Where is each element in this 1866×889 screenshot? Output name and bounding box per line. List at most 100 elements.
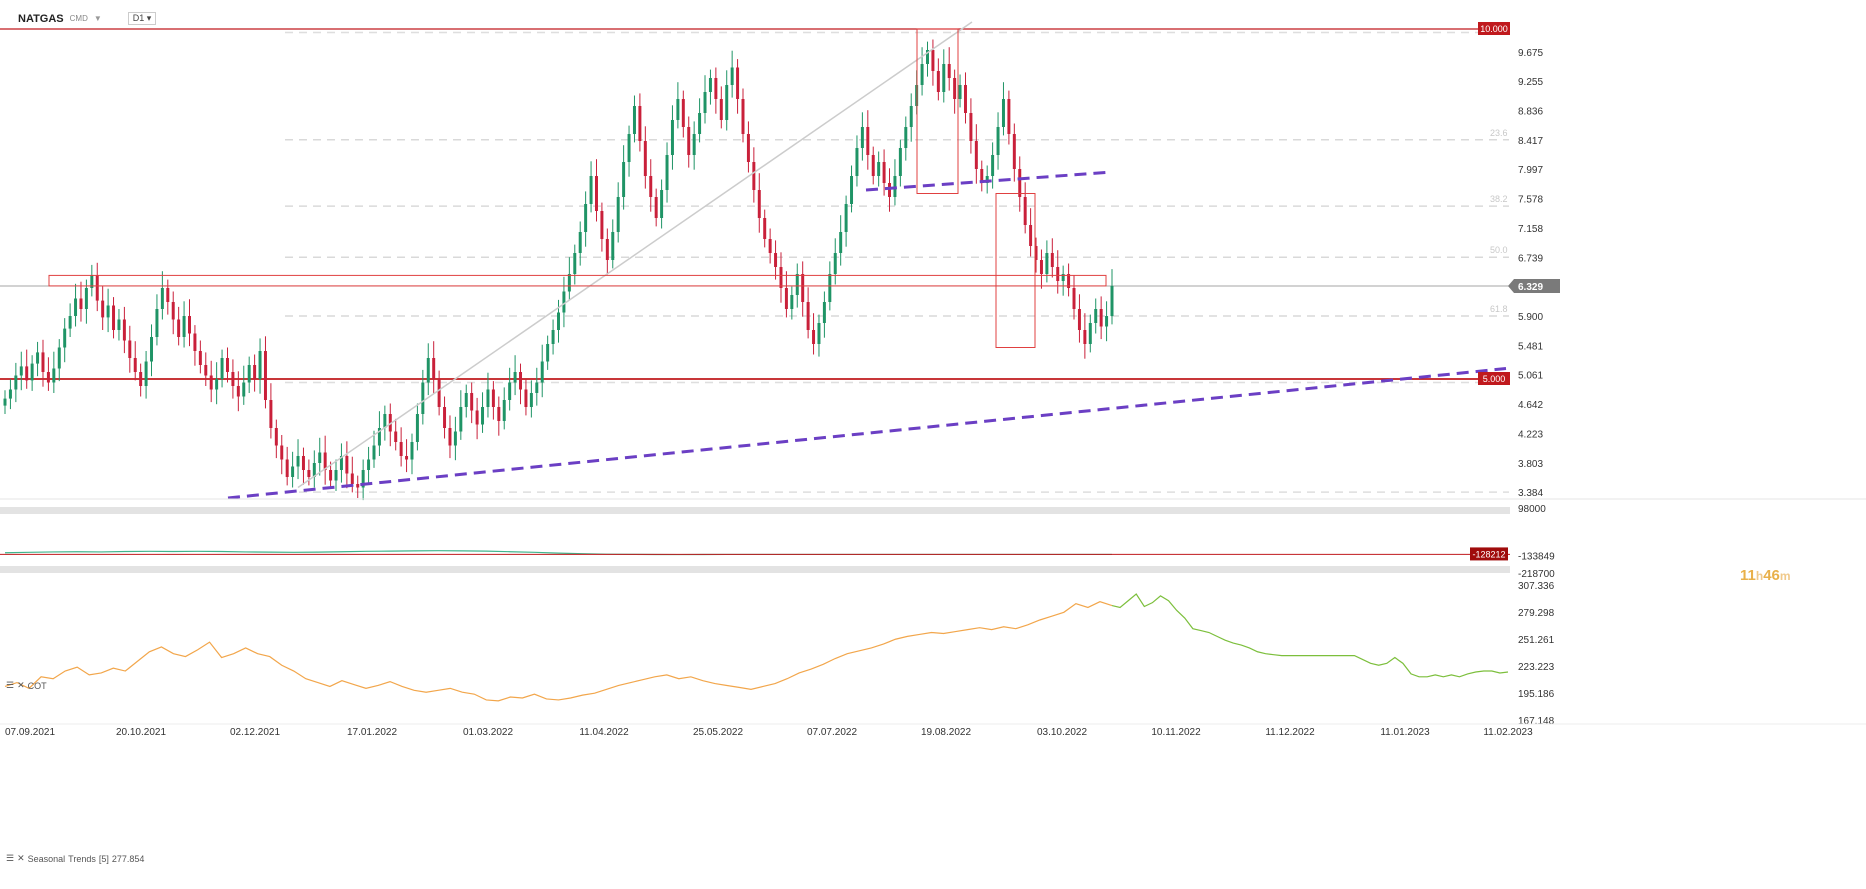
candle-body xyxy=(155,309,159,337)
candle-body xyxy=(1094,309,1098,323)
symbol-name[interactable]: NATGAS xyxy=(18,12,64,25)
candle-body xyxy=(936,71,940,92)
candle-body xyxy=(741,99,745,134)
candle-body xyxy=(41,352,45,372)
cot-tick-label: -133849 xyxy=(1518,552,1555,563)
cot-price-tag-bg xyxy=(1470,547,1508,561)
candle-body xyxy=(117,319,121,330)
x-tick-label: 03.10.2022 xyxy=(1037,727,1087,738)
seasonal-tick-label: 307.336 xyxy=(1518,581,1555,592)
cot-scrollbar xyxy=(0,507,1510,514)
candle-body xyxy=(991,155,995,176)
timeframe-select[interactable]: D1 ▾ xyxy=(127,12,157,25)
close-icon[interactable]: ✕ xyxy=(17,853,25,863)
candle-body xyxy=(1045,253,1049,274)
candle-body xyxy=(1023,197,1027,225)
candle-body xyxy=(90,275,94,288)
menu-icon[interactable]: ☰ xyxy=(6,680,15,690)
resistance-price-tag-bg xyxy=(1478,22,1510,35)
candle-body xyxy=(448,428,452,446)
candle-body xyxy=(1077,309,1081,330)
candle-body xyxy=(112,305,116,330)
candle-body xyxy=(540,361,544,383)
candle-body xyxy=(730,67,734,85)
candle-body xyxy=(356,484,360,488)
candle-timer: 11h46m xyxy=(1740,567,1791,584)
candle-body xyxy=(52,368,56,383)
x-tick-label: 20.10.2021 xyxy=(116,727,166,738)
candle-body xyxy=(866,127,870,155)
price-tick-label: 5.481 xyxy=(1518,341,1543,352)
candle-body xyxy=(57,347,61,369)
candle-body xyxy=(822,302,826,323)
candle-body xyxy=(839,232,843,253)
x-tick-label: 07.07.2022 xyxy=(807,727,857,738)
candle-body xyxy=(784,288,788,309)
candle-body xyxy=(670,120,674,155)
candle-body xyxy=(546,344,550,362)
menu-icon[interactable]: ☰ xyxy=(6,853,15,863)
candle-body xyxy=(926,50,929,64)
price-tick-label: 5.061 xyxy=(1518,371,1543,382)
candle-body xyxy=(367,459,371,470)
candle-body xyxy=(426,358,430,383)
candle-body xyxy=(502,400,506,421)
candle-body xyxy=(676,99,680,120)
resistance-price-tag: 10.000 xyxy=(1480,24,1508,34)
x-tick-label: 17.01.2022 xyxy=(347,727,397,738)
candle-body xyxy=(529,393,533,407)
symbol-source: CMD xyxy=(69,14,88,23)
seasonal-line-future xyxy=(1111,593,1509,678)
candle-body xyxy=(708,78,712,92)
cot-tick-label: 98000 xyxy=(1518,504,1546,515)
chevron-down-icon[interactable]: ▼ xyxy=(93,14,102,23)
candle-body xyxy=(974,141,978,169)
candle-body xyxy=(182,316,186,337)
candle-body xyxy=(247,365,251,383)
candle-body xyxy=(698,113,702,134)
candle-body xyxy=(812,330,816,344)
candle-body xyxy=(513,372,517,383)
candle-body xyxy=(415,414,419,442)
seasonal-tick-label: 279.298 xyxy=(1518,608,1555,619)
candle-body xyxy=(779,267,783,288)
x-tick-label: 02.12.2021 xyxy=(230,727,280,738)
candle-body xyxy=(920,64,924,85)
candle-body xyxy=(904,127,908,148)
candle-body xyxy=(225,358,229,372)
candle-body xyxy=(36,352,40,364)
candle-body xyxy=(301,456,305,470)
candle-body xyxy=(692,134,696,155)
candle-body xyxy=(519,372,523,390)
x-tick-label: 11.04.2022 xyxy=(579,727,629,738)
candle-body xyxy=(736,67,740,99)
candle-body xyxy=(312,463,316,477)
candle-body xyxy=(1001,99,1005,127)
candle-body xyxy=(258,351,262,379)
seasonal-scrollbar xyxy=(0,566,1510,573)
candle-body xyxy=(166,288,170,302)
cot-price-tag: -128212 xyxy=(1472,549,1505,559)
cot-panel-title: ☰ ✕ COT xyxy=(6,680,47,691)
candle-body xyxy=(8,389,12,399)
candle-body xyxy=(996,127,1000,155)
candle-body xyxy=(963,85,967,113)
seasonal-panel-title: ☰ ✕ Seasonal Trends [5] 277.854 xyxy=(6,853,144,864)
candle-body xyxy=(535,382,539,393)
candle-body xyxy=(220,358,224,379)
seasonal-tick-label: 195.186 xyxy=(1518,689,1555,700)
candle-body xyxy=(714,78,718,99)
candle-body xyxy=(388,414,392,432)
candle-body xyxy=(850,176,854,204)
candle-body xyxy=(459,407,463,432)
candle-body xyxy=(638,106,642,141)
candle-body xyxy=(524,389,528,407)
candle-body xyxy=(1007,99,1011,134)
candle-body xyxy=(339,456,343,470)
candle-body xyxy=(1072,288,1076,309)
price-tick-label: 6.739 xyxy=(1518,253,1543,264)
candle-body xyxy=(329,470,333,481)
candle-body xyxy=(410,442,414,460)
candle-body xyxy=(909,106,913,127)
close-icon[interactable]: ✕ xyxy=(17,680,25,690)
